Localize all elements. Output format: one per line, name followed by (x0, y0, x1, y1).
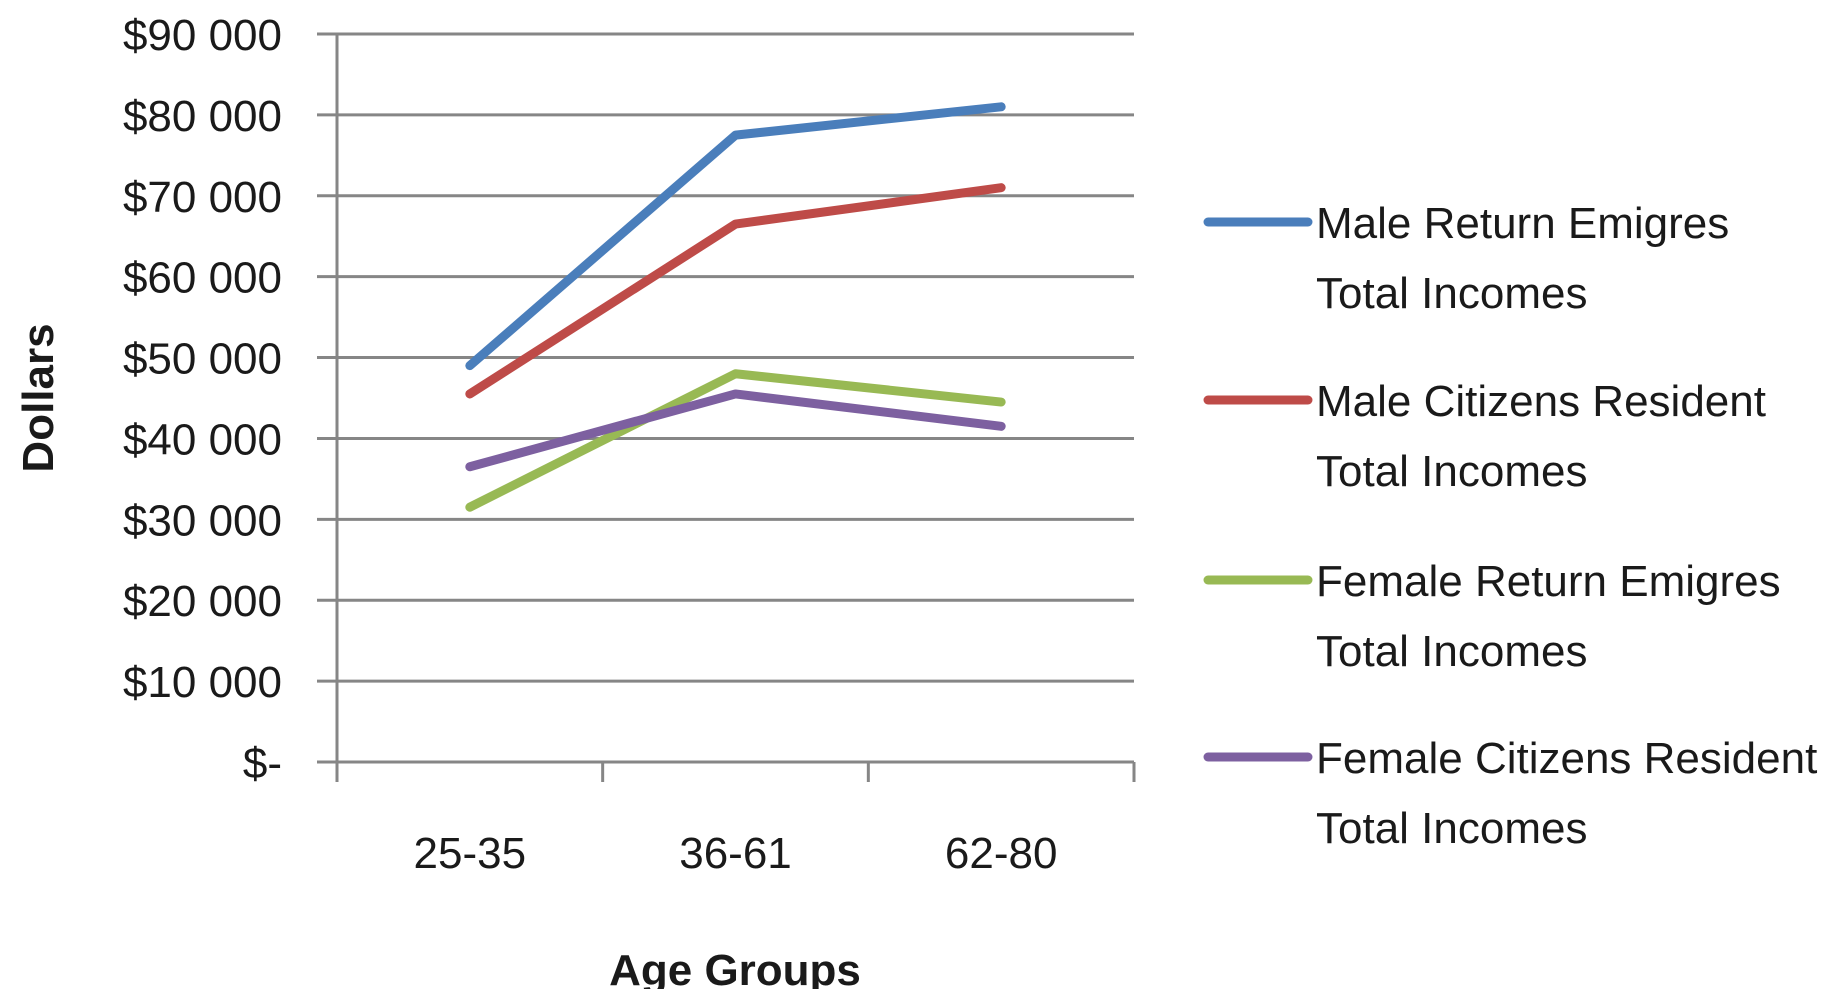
legend-label: Total Incomes (1316, 627, 1587, 676)
y-axis-tick-labels: $- $10 000 $20 000 $30 000 $40 000 $50 000 $60… (123, 11, 282, 788)
y-tick-label: $60 000 (123, 254, 282, 303)
y-tick-label: $30 000 (123, 496, 282, 545)
legend-label: Male Citizens Resident (1316, 377, 1766, 426)
y-axis-title: Dollars (14, 323, 63, 472)
y-tick-label: $70 000 (123, 173, 282, 222)
y-tick-label: $20 000 (123, 577, 282, 626)
y-tick-label: $50 000 (123, 335, 282, 384)
y-tick-label: $90 000 (123, 11, 282, 60)
x-tick-label: 62-80 (945, 829, 1058, 878)
legend-label: Total Incomes (1316, 804, 1587, 853)
x-tick-label: 36-61 (679, 829, 792, 878)
x-tick-label: 25-35 (414, 829, 527, 878)
legend-label: Female Citizens Resident (1316, 734, 1817, 783)
axes (317, 32, 1136, 782)
legend-label: Male Return Emigres (1316, 199, 1729, 248)
y-tick-label: $10 000 (123, 658, 282, 707)
legend-label: Total Incomes (1316, 447, 1587, 496)
y-tick-label: $80 000 (123, 92, 282, 141)
series-lines (465, 102, 1006, 512)
y-tick-label: $- (243, 739, 282, 788)
legend-label: Total Incomes (1316, 269, 1587, 318)
series-line (465, 389, 1006, 472)
y-tick-label: $40 000 (123, 415, 282, 464)
x-axis-tick-labels: 25-35 36-61 62-80 (414, 829, 1058, 878)
x-axis-title: Age Groups (609, 946, 861, 989)
series-line (465, 102, 1006, 371)
gridlines (337, 32, 1134, 683)
legend-label: Female Return Emigres (1316, 557, 1781, 606)
legend: Male Return Emigres Total Incomes Male Cit… (1203, 199, 1817, 853)
